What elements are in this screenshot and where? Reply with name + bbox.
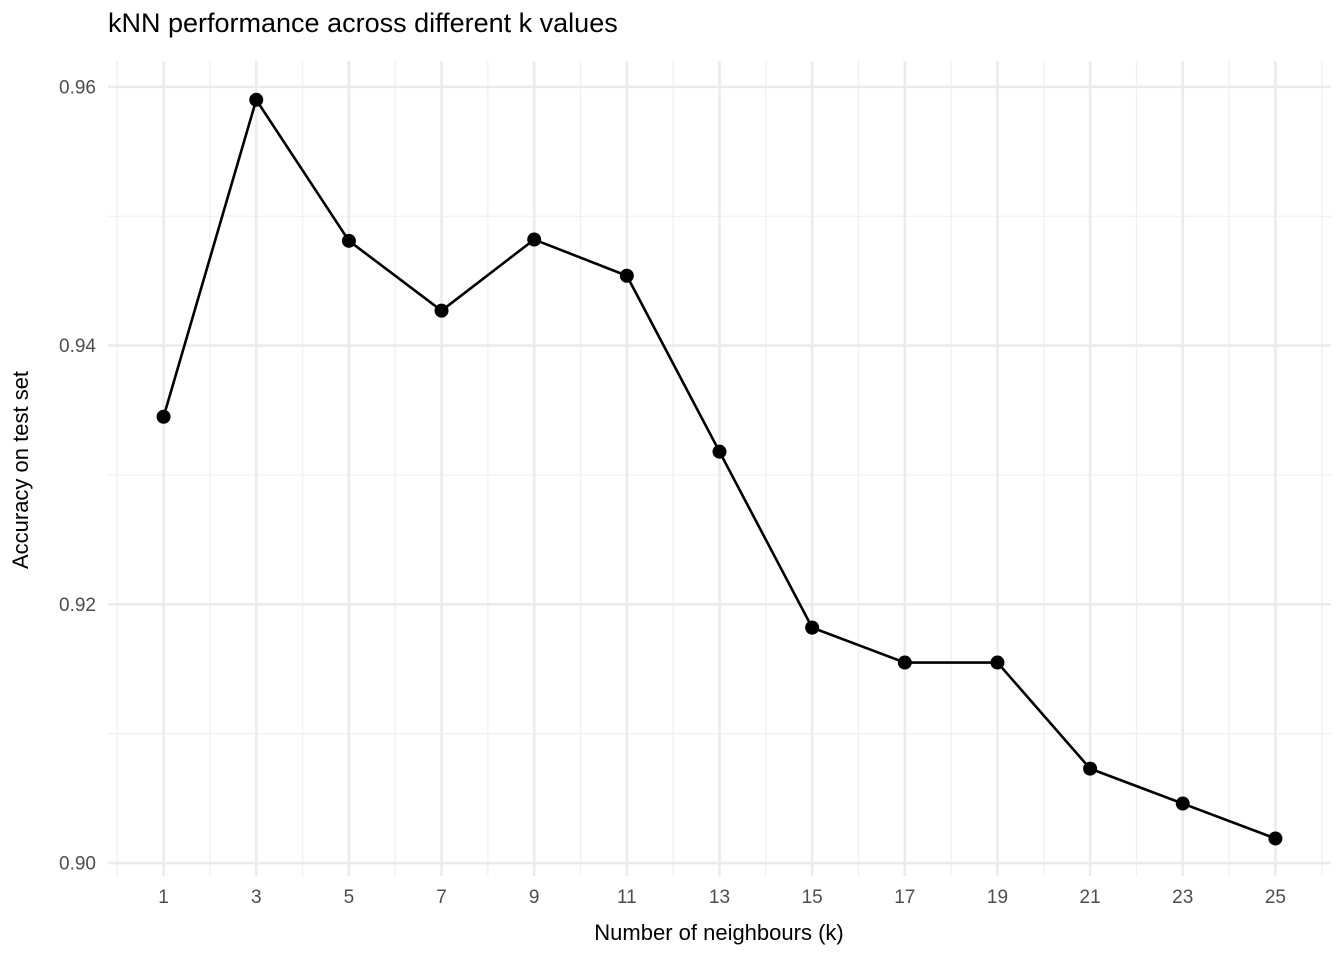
y-tick-label: 0.90 — [59, 854, 96, 875]
data-point — [1175, 796, 1190, 811]
x-tick-label: 23 — [1172, 887, 1193, 908]
y-axis-title: Accuracy on test set — [8, 370, 33, 570]
y-tick-label: 0.92 — [59, 595, 96, 616]
x-tick-label: 25 — [1265, 887, 1286, 908]
x-tick-label: 21 — [1080, 887, 1101, 908]
data-point — [341, 233, 356, 248]
x-tick-label: 7 — [436, 887, 447, 908]
data-point — [249, 92, 264, 107]
x-tick-label: 9 — [529, 887, 540, 908]
x-tick-label: 5 — [344, 887, 355, 908]
x-tick-label: 17 — [894, 887, 915, 908]
y-tick-label: 0.96 — [59, 77, 96, 98]
data-point — [434, 303, 449, 318]
data-point — [619, 268, 634, 283]
x-tick-label: 19 — [987, 887, 1008, 908]
data-point — [897, 655, 912, 670]
x-tick-label: 11 — [617, 887, 637, 908]
data-point — [527, 232, 542, 247]
data-point — [156, 409, 171, 424]
data-point — [990, 655, 1005, 670]
x-axis-title: Number of neighbours (k) — [594, 920, 844, 945]
data-point — [712, 444, 727, 459]
x-tick-label: 3 — [251, 887, 262, 908]
x-tick-label: 1 — [158, 887, 169, 908]
data-point — [1083, 761, 1098, 776]
x-tick-label: 13 — [709, 887, 730, 908]
chart-title: kNN performance across different k value… — [108, 8, 618, 38]
x-tick-label: 15 — [802, 887, 823, 908]
data-point — [805, 620, 820, 635]
data-point — [1268, 831, 1283, 846]
y-tick-label: 0.94 — [59, 336, 96, 357]
